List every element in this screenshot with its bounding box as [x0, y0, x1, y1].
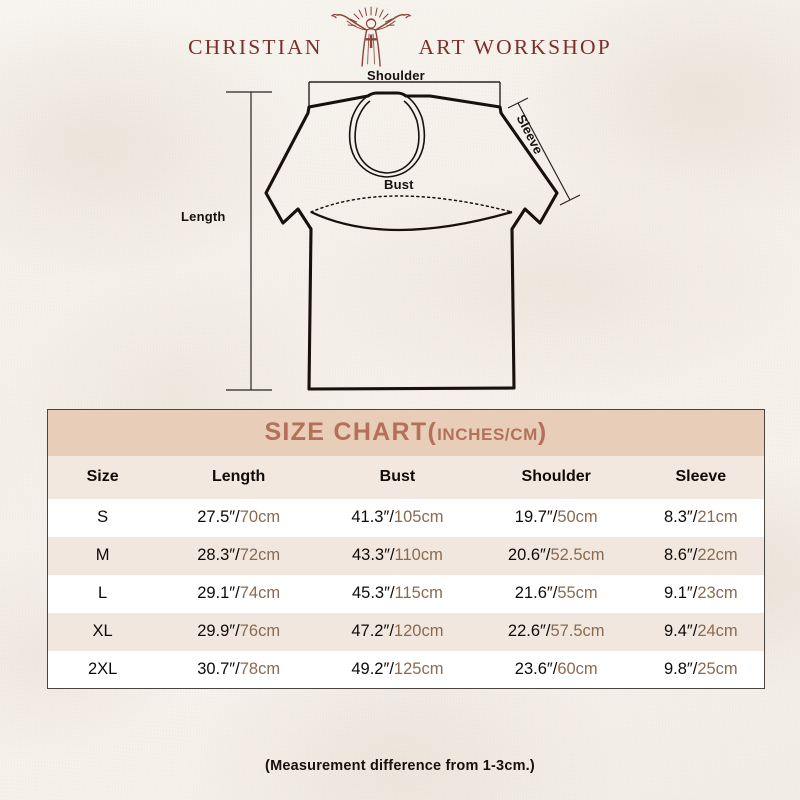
- value-inches: 22.6″/: [507, 622, 551, 640]
- length-label: Length: [181, 209, 226, 224]
- value-inches: 28.3″/: [197, 546, 240, 564]
- value-cm: 70cm: [239, 508, 281, 526]
- cell-bust: 45.3″/115cm: [320, 574, 475, 613]
- value-inches: 43.3″/: [351, 546, 395, 564]
- cell-size: XL: [47, 612, 158, 651]
- cell-shoulder: 22.6″/57.5cm: [474, 612, 638, 651]
- table-row: L 29.1″/74cm 45.3″/115cm 21.6″/55cm 9.1″…: [47, 574, 765, 613]
- cell-shoulder: 19.7″/50cm: [474, 498, 638, 537]
- cell-sleeve: 9.1″/23cm: [637, 574, 765, 613]
- value-inches: 45.3″/: [351, 584, 395, 602]
- cell-bust: 41.3″/105cm: [320, 498, 475, 537]
- table-header-row: Size Length Bust Shoulder Sleeve: [47, 455, 765, 499]
- value-inches: 49.2″/: [351, 659, 394, 678]
- cell-bust: 43.3″/110cm: [320, 536, 475, 575]
- cell-size: L: [47, 574, 158, 613]
- shoulder-label: Shoulder: [367, 68, 425, 83]
- table-row: 2XL 30.7″/78cm 49.2″/125cm 23.6″/60cm 9.…: [47, 650, 765, 689]
- cell-bust: 47.2″/120cm: [320, 612, 475, 651]
- value-cm: 23cm: [697, 584, 738, 602]
- cell-length: 27.5″/70cm: [157, 498, 321, 537]
- value-cm: 22cm: [697, 546, 738, 564]
- tshirt-measurement-diagram: Shoulder Bust Length Sleeve: [0, 60, 800, 410]
- column-header-shoulder: Shoulder: [474, 455, 638, 499]
- cell-sleeve: 8.6″/22cm: [637, 536, 765, 575]
- measurement-disclaimer: (Measurement difference from 1-3cm.): [265, 758, 535, 774]
- value-cm: 24cm: [697, 622, 738, 640]
- tshirt-outline-svg: [226, 81, 581, 391]
- cell-length: 30.7″/78cm: [157, 650, 321, 689]
- value-cm: 60cm: [557, 659, 598, 678]
- cell-shoulder: 20.6″/52.5cm: [474, 536, 638, 575]
- table-row: M 28.3″/72cm 43.3″/110cm 20.6″/52.5cm 8.…: [47, 536, 765, 575]
- neckline-outer-line: [348, 95, 426, 178]
- value-cm: 76cm: [239, 622, 281, 640]
- risen-christ-with-cross-icon: [331, 6, 412, 67]
- neckline-inner-line: [354, 100, 420, 174]
- chart-title-main: SIZE CHART(: [264, 418, 438, 447]
- value-cm: 52.5cm: [550, 546, 605, 564]
- value-inches: 27.5″/: [197, 508, 240, 526]
- column-header-length: Length: [157, 455, 321, 499]
- cell-length: 29.9″/76cm: [157, 612, 321, 651]
- value-inches: 19.7″/: [514, 508, 558, 526]
- value-inches: 9.4″/: [663, 622, 698, 640]
- chart-title-units: INCHES/CM: [437, 425, 538, 445]
- value-cm: 21cm: [697, 508, 738, 526]
- chart-title-row: SIZE CHART(INCHES/CM): [47, 409, 765, 456]
- chart-title-close-paren: ): [537, 418, 548, 447]
- cell-shoulder: 23.6″/60cm: [474, 650, 638, 689]
- value-inches: 29.1″/: [197, 584, 240, 602]
- value-cm: 57.5cm: [550, 622, 605, 640]
- column-header-sleeve: Sleeve: [637, 455, 765, 499]
- cell-sleeve: 9.8″/25cm: [637, 650, 765, 689]
- cell-length: 29.1″/74cm: [157, 574, 321, 613]
- column-header-size: Size: [47, 455, 158, 499]
- cell-sleeve: 8.3″/21cm: [637, 498, 765, 537]
- value-inches: 47.2″/: [351, 622, 394, 640]
- value-inches: 29.9″/: [197, 622, 240, 640]
- cell-bust: 49.2″/125cm: [320, 650, 475, 689]
- value-inches: 9.1″/: [663, 584, 698, 602]
- value-inches: 21.6″/: [514, 584, 558, 602]
- value-cm: 55cm: [557, 584, 598, 602]
- chart-title: SIZE CHART(INCHES/CM): [264, 418, 547, 446]
- value-cm: 50cm: [557, 508, 598, 526]
- value-cm: 74cm: [239, 584, 281, 602]
- cell-length: 28.3″/72cm: [157, 536, 321, 575]
- value-cm: 25cm: [697, 659, 738, 678]
- tshirt-body-outline: [264, 91, 559, 391]
- value-cm: 72cm: [239, 546, 281, 564]
- table-row: XL 29.9″/76cm 47.2″/120cm 22.6″/57.5cm 9…: [47, 612, 765, 651]
- value-cm: 110cm: [394, 546, 443, 564]
- column-header-bust: Bust: [320, 455, 475, 499]
- value-cm: 120cm: [393, 622, 444, 640]
- brand-logo: CHRISTIAN: [0, 0, 800, 72]
- table-row: S 27.5″/70cm 41.3″/105cm 19.7″/50cm 8.3″…: [47, 498, 765, 537]
- value-inches: 41.3″/: [351, 508, 394, 526]
- cell-size: M: [47, 536, 158, 575]
- cell-size: S: [47, 498, 158, 537]
- size-chart-table: SIZE CHART(INCHES/CM) Size Length Bust S…: [47, 409, 765, 689]
- bust-line-dotted: [310, 195, 513, 213]
- value-cm: 115cm: [394, 584, 443, 602]
- cell-size: 2XL: [47, 650, 158, 689]
- value-cm: 105cm: [393, 508, 444, 526]
- value-inches: 8.3″/: [663, 508, 698, 526]
- chart-title-cell: SIZE CHART(INCHES/CM): [47, 409, 765, 456]
- value-inches: 23.6″/: [514, 659, 558, 678]
- cell-shoulder: 21.6″/55cm: [474, 574, 638, 613]
- bust-label: Bust: [384, 177, 414, 192]
- value-cm: 78cm: [239, 659, 281, 678]
- brand-name-left: CHRISTIAN: [188, 34, 323, 59]
- cell-sleeve: 9.4″/24cm: [637, 612, 765, 651]
- value-inches: 9.8″/: [663, 659, 698, 678]
- brand-name-right: ART WORKSHOP: [418, 34, 612, 59]
- sleeve-dimension-line: [517, 102, 571, 201]
- value-cm: 125cm: [393, 659, 444, 678]
- value-inches: 20.6″/: [507, 546, 551, 564]
- value-inches: 8.6″/: [663, 546, 698, 564]
- value-inches: 30.7″/: [197, 659, 240, 678]
- bust-line-solid: [310, 210, 513, 232]
